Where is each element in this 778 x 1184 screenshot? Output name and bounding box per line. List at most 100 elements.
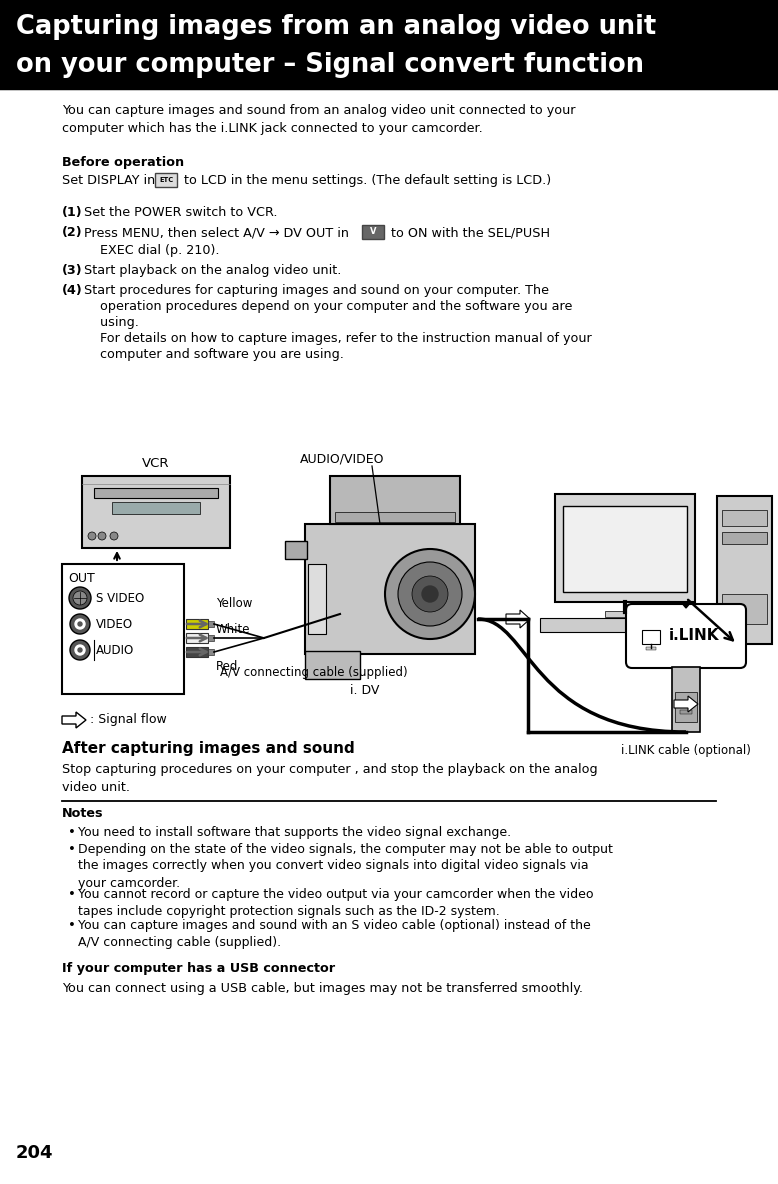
Polygon shape [506,610,530,628]
Bar [642,630,660,644]
Circle shape [75,619,85,629]
Bar [285,541,307,559]
Circle shape [398,562,462,626]
Text: to LCD in the menu settings. (The default setting is LCD.): to LCD in the menu settings. (The defaul… [180,174,551,187]
Bar [186,619,208,629]
Text: ETC: ETC [159,176,173,184]
Text: Start procedures for capturing images and sound on your computer. The: Start procedures for capturing images an… [80,284,549,297]
Text: •: • [68,888,76,901]
Circle shape [385,549,475,639]
Bar [555,494,695,601]
Text: i. DV: i. DV [350,684,380,697]
Bar [155,173,177,187]
Text: You cannot record or capture the video output via your camcorder when the video
: You cannot record or capture the video o… [78,888,594,918]
Circle shape [69,587,91,609]
Text: You need to install software that supports the video signal exchange.: You need to install software that suppor… [78,826,511,839]
Text: You can capture images and sound from an analog video unit connected to your
com: You can capture images and sound from an… [62,104,576,135]
Text: Start playback on the analog video unit.: Start playback on the analog video unit. [80,264,342,277]
Bar [305,651,360,678]
Text: Before operation: Before operation [62,156,184,169]
Text: 204: 204 [16,1144,54,1162]
Bar [94,488,218,498]
Text: Set DISPLAY in: Set DISPLAY in [62,174,159,187]
Bar [335,511,455,522]
Bar [208,635,214,641]
Text: Yellow: Yellow [216,597,252,610]
Bar [112,502,200,514]
Bar [186,633,208,643]
Text: Notes: Notes [62,807,103,821]
Bar [308,564,326,633]
Bar [208,649,214,655]
Text: i.LINK cable (optional): i.LINK cable (optional) [621,744,751,757]
Bar [605,611,645,617]
Text: V: V [370,227,377,237]
Text: Stop capturing procedures on your computer , and stop the playback on the analog: Stop capturing procedures on your comput… [62,762,598,794]
Text: Red: Red [216,659,238,673]
Circle shape [422,586,438,601]
Polygon shape [674,696,698,712]
Text: For details on how to capture images, refer to the instruction manual of your: For details on how to capture images, re… [80,332,592,345]
FancyBboxPatch shape [626,604,746,668]
Circle shape [78,648,82,652]
Bar [82,476,230,548]
Text: Depending on the state of the video signals, the computer may not be able to out: Depending on the state of the video sign… [78,843,613,889]
Text: i.LINK: i.LINK [669,629,719,643]
Text: to ON with the SEL/PUSH: to ON with the SEL/PUSH [387,226,550,239]
Text: Capturing images from an analog video unit: Capturing images from an analog video un… [16,14,657,40]
Bar [680,710,692,714]
Bar [540,618,700,632]
Text: : Signal flow: : Signal flow [90,714,166,727]
Circle shape [412,575,448,612]
Bar [675,691,697,722]
Text: (2): (2) [62,226,82,239]
Text: •: • [68,919,76,932]
Text: (3): (3) [62,264,82,277]
Ellipse shape [695,613,711,635]
Text: EXEC dial (p. 210).: EXEC dial (p. 210). [80,244,219,257]
Bar [717,496,772,644]
Text: •: • [68,826,76,839]
Bar [722,594,767,624]
Text: •: • [68,843,76,856]
Text: operation procedures depend on your computer and the software you are: operation procedures depend on your comp… [80,300,573,313]
Bar [62,564,184,694]
Text: S VIDEO: S VIDEO [96,592,144,605]
Bar [646,646,656,650]
Text: After capturing images and sound: After capturing images and sound [62,741,355,757]
Text: VCR: VCR [142,457,170,470]
Text: Press MENU, then select A/V → DV OUT in: Press MENU, then select A/V → DV OUT in [80,226,353,239]
Circle shape [88,532,96,540]
Bar [0,0,778,88]
Text: You can capture images and sound with an S video cable (optional) instead of the: You can capture images and sound with an… [78,919,591,950]
Text: You can connect using a USB cable, but images may not be transferred smoothly.: You can connect using a USB cable, but i… [62,982,583,995]
Circle shape [70,614,90,633]
Text: VIDEO: VIDEO [96,618,133,631]
Circle shape [98,532,106,540]
Text: If your computer has a USB connector: If your computer has a USB connector [62,961,335,974]
Text: OUT: OUT [68,572,95,585]
Circle shape [78,622,82,626]
Circle shape [70,641,90,659]
Polygon shape [681,601,691,609]
Text: Set the POWER switch to VCR.: Set the POWER switch to VCR. [80,206,278,219]
Bar [330,476,460,525]
Text: A/V connecting cable (supplied): A/V connecting cable (supplied) [220,665,408,678]
Circle shape [110,532,118,540]
Text: on your computer – Signal convert function: on your computer – Signal convert functi… [16,52,644,78]
Text: using.: using. [80,316,139,329]
Text: White: White [216,623,251,636]
Bar [722,510,767,526]
Circle shape [73,591,87,605]
Text: computer and software you are using.: computer and software you are using. [80,348,344,361]
Text: (4): (4) [62,284,82,297]
Circle shape [75,645,85,655]
Bar [186,646,208,657]
Text: AUDIO/VIDEO: AUDIO/VIDEO [300,453,384,466]
Text: AUDIO: AUDIO [96,643,135,656]
Bar [362,225,384,239]
Polygon shape [305,525,475,654]
Bar [722,532,767,543]
Polygon shape [62,712,86,728]
Text: (1): (1) [62,206,82,219]
